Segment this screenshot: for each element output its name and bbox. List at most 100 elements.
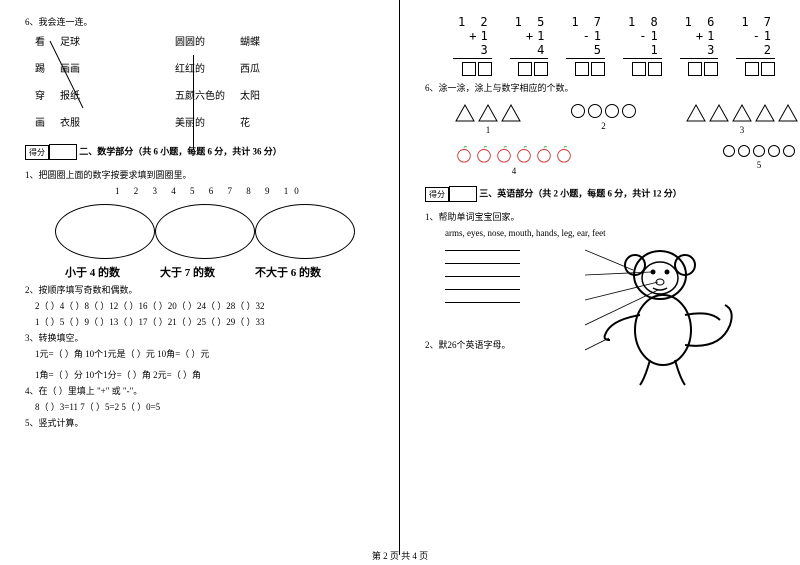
apple-icon bbox=[455, 145, 473, 163]
triangle-icon bbox=[755, 104, 775, 122]
apple-icon bbox=[495, 145, 513, 163]
circle-icon bbox=[753, 145, 765, 157]
page-footer: 第 2 页 共 4 页 bbox=[0, 549, 800, 562]
score-cell bbox=[449, 186, 477, 202]
result-box bbox=[518, 62, 532, 76]
arith-top: 1 5 bbox=[510, 15, 549, 29]
circle-icon bbox=[588, 104, 602, 118]
result-box bbox=[648, 62, 662, 76]
circle-icon bbox=[768, 145, 780, 157]
oval bbox=[255, 204, 355, 259]
math-q4: 4、在（ ）里填上 "+" 或 "-"。 bbox=[25, 384, 374, 397]
shape-num: 1 bbox=[455, 125, 521, 135]
triangle-icon bbox=[732, 104, 752, 122]
section2-title: 二、数学部分（共 6 小题，每题 6 分，共计 36 分） bbox=[79, 147, 282, 157]
math-q5: 5、竖式计算。 bbox=[25, 416, 374, 429]
circle-icon bbox=[723, 145, 735, 157]
result-box bbox=[761, 62, 775, 76]
shape-num: 4 bbox=[455, 166, 573, 176]
q6-match-title: 6、我会连一连。 bbox=[25, 15, 374, 28]
score-box: 得分 bbox=[25, 144, 77, 160]
apple-icon bbox=[515, 145, 533, 163]
arith-top: 1 6 bbox=[680, 15, 719, 29]
arith-bot: +1 4 bbox=[510, 29, 549, 59]
english-words: arms, eyes, nose, mouth, hands, leg, ear… bbox=[445, 228, 775, 238]
match-b: 美丽的 bbox=[175, 114, 225, 129]
match-b: 西瓜 bbox=[240, 60, 260, 75]
ovals bbox=[55, 204, 374, 259]
conv1: 1元=（ ）角 10个1元是（ ）元 10角=（ ）元 bbox=[35, 347, 374, 360]
number-row: 1 2 3 4 5 6 7 8 9 10 bbox=[115, 186, 374, 196]
body-label-line bbox=[445, 289, 520, 290]
apple-icon bbox=[475, 145, 493, 163]
shape-num: 2 bbox=[571, 121, 636, 131]
seq1: 2（ ）4（ ）8（ ）12（ ）16（ ）20（ ）24（ ）28（ ）32 bbox=[35, 299, 374, 312]
oval bbox=[55, 204, 155, 259]
section3-title: 三、英语部分（共 2 小题，每题 6 分，共计 12 分） bbox=[479, 189, 682, 199]
match-a: 穿 bbox=[35, 87, 45, 102]
arith-row: 1 2+1 3 1 5+1 4 1 7-1 5 1 8-1 1 1 6+1 3 … bbox=[425, 15, 775, 76]
circle-icon bbox=[571, 104, 585, 118]
math-q2: 2、按顺序填写奇数和偶数。 bbox=[25, 283, 374, 296]
arith-block: 1 6+1 3 bbox=[680, 15, 719, 76]
match-a: 衣服 bbox=[60, 114, 80, 129]
triangle-group bbox=[455, 104, 521, 122]
match-b: 圆圆的 bbox=[175, 33, 225, 48]
eq-line: 8（ ）3=11 7（ ）5=2 5（ ）0=5 bbox=[35, 400, 374, 413]
score-label: 得分 bbox=[425, 187, 449, 202]
arith-block: 1 7-1 2 bbox=[736, 15, 775, 76]
triangle-icon bbox=[778, 104, 798, 122]
match-b: 蝴蝶 bbox=[240, 33, 260, 48]
apple-icon bbox=[535, 145, 553, 163]
eng-q1: 1、帮助单词宝宝回家。 bbox=[425, 210, 775, 223]
match-a: 足球 bbox=[60, 33, 80, 48]
triangle-icon bbox=[501, 104, 521, 122]
body-label-line bbox=[445, 302, 520, 303]
arith-bot: +1 3 bbox=[680, 29, 719, 59]
match-b: 红红的 bbox=[175, 60, 225, 75]
result-box bbox=[632, 62, 646, 76]
conv2: 1角=（ ）分 10个1分=（ ）角 2元=（ ）角 bbox=[35, 368, 374, 381]
shape-num: 3 bbox=[686, 125, 798, 135]
monkey-icon bbox=[585, 240, 745, 390]
triangle-icon bbox=[686, 104, 706, 122]
math-q1: 1、把圆圈上面的数字按要求填到圆圈里。 bbox=[25, 168, 374, 181]
circle-icon bbox=[605, 104, 619, 118]
math-q3: 3、转换填空。 bbox=[25, 331, 374, 344]
score-label: 得分 bbox=[25, 145, 49, 160]
result-box bbox=[704, 62, 718, 76]
oval bbox=[155, 204, 255, 259]
arith-bot: -1 2 bbox=[736, 29, 775, 59]
arith-top: 1 7 bbox=[736, 15, 775, 29]
match-divider bbox=[193, 55, 194, 150]
match-b: 太阳 bbox=[240, 87, 260, 102]
match-a: 报纸 bbox=[60, 87, 80, 102]
result-box bbox=[745, 62, 759, 76]
result-box bbox=[591, 62, 605, 76]
circle-group bbox=[571, 104, 636, 118]
q6-color-title: 6、涂一涂，涂上与数字相应的个数。 bbox=[425, 81, 775, 94]
arith-top: 1 8 bbox=[623, 15, 662, 29]
circle-icon bbox=[738, 145, 750, 157]
result-box bbox=[575, 62, 589, 76]
apple-icon bbox=[555, 145, 573, 163]
circle-icon bbox=[783, 145, 795, 157]
body-label-line bbox=[445, 276, 520, 277]
arith-bot: -1 5 bbox=[566, 29, 605, 59]
shapes-row-2: 4 5 bbox=[455, 145, 775, 176]
match-a: 看 bbox=[35, 33, 45, 48]
body-label-line bbox=[445, 250, 520, 251]
match-b: 花 bbox=[240, 114, 260, 129]
circle-group bbox=[723, 145, 795, 157]
arith-block: 1 8-1 1 bbox=[623, 15, 662, 76]
left-column: 6、我会连一连。 看 踢 穿 画 足球 画画 报纸 衣服 圆圆的 红红的 五颜六… bbox=[0, 0, 400, 555]
body-label-line bbox=[445, 263, 520, 264]
score-box: 得分 bbox=[425, 186, 477, 202]
result-box bbox=[534, 62, 548, 76]
seq2: 1（ ）5（ ）9（ ）13（ ）17（ ）21（ ）25（ ）29（ ）33 bbox=[35, 315, 374, 328]
arith-block: 1 2+1 3 bbox=[453, 15, 492, 76]
match-a: 踢 bbox=[35, 60, 45, 75]
result-box bbox=[478, 62, 492, 76]
right-column: 1 2+1 3 1 5+1 4 1 7-1 5 1 8-1 1 1 6+1 3 … bbox=[400, 0, 800, 555]
arith-bot: -1 1 bbox=[623, 29, 662, 59]
